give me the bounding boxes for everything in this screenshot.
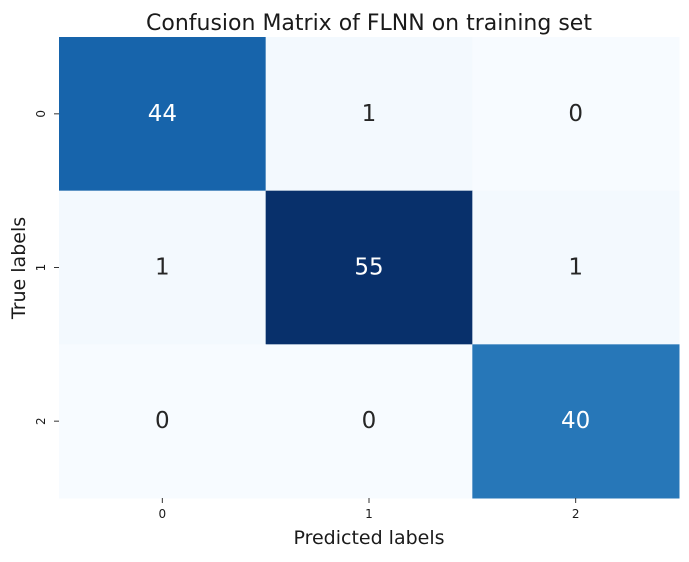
cell-value-2-1: 0 bbox=[362, 408, 377, 434]
heatmap-cell-2-0 bbox=[59, 344, 267, 499]
heatmap-cell-1-1 bbox=[265, 190, 473, 345]
y-tick-label-0: 0 bbox=[34, 110, 48, 118]
heatmap-cells bbox=[59, 37, 680, 499]
y-tick-label-2: 2 bbox=[34, 417, 48, 425]
y-tick-label-1: 1 bbox=[34, 264, 48, 272]
cell-value-2-0: 0 bbox=[155, 408, 170, 434]
x-tick-label-0: 0 bbox=[159, 507, 167, 521]
chart-title: Confusion Matrix of FLNN on training set bbox=[146, 11, 592, 36]
heatmap-cell-2-1 bbox=[265, 344, 473, 499]
cell-value-0-0: 44 bbox=[148, 101, 177, 127]
heatmap-cell-0-1 bbox=[265, 37, 473, 192]
heatmap-cell-0-0 bbox=[59, 37, 267, 192]
cell-value-1-2: 1 bbox=[568, 255, 583, 281]
heatmap-cell-2-2 bbox=[472, 344, 680, 499]
heatmap-cell-0-2 bbox=[472, 37, 680, 192]
x-tick-label-1: 1 bbox=[365, 507, 373, 521]
x-axis-ticks: 0 1 2 bbox=[159, 498, 580, 521]
cell-value-2-2: 40 bbox=[561, 408, 590, 434]
x-axis-label: Predicted labels bbox=[293, 527, 444, 549]
y-axis-label: True labels bbox=[8, 217, 30, 320]
y-axis-ticks: 0 1 2 bbox=[34, 110, 59, 425]
x-tick-label-2: 2 bbox=[572, 507, 580, 521]
cell-value-1-1: 55 bbox=[354, 255, 383, 281]
cell-value-0-1: 1 bbox=[362, 101, 377, 127]
heatmap-cell-1-2 bbox=[472, 190, 680, 345]
cell-value-1-0: 1 bbox=[155, 255, 170, 281]
cell-value-0-2: 0 bbox=[568, 101, 583, 127]
heatmap-cell-1-0 bbox=[59, 190, 267, 345]
cell-annotations: 44 1 0 1 55 1 0 0 40 bbox=[148, 101, 591, 434]
